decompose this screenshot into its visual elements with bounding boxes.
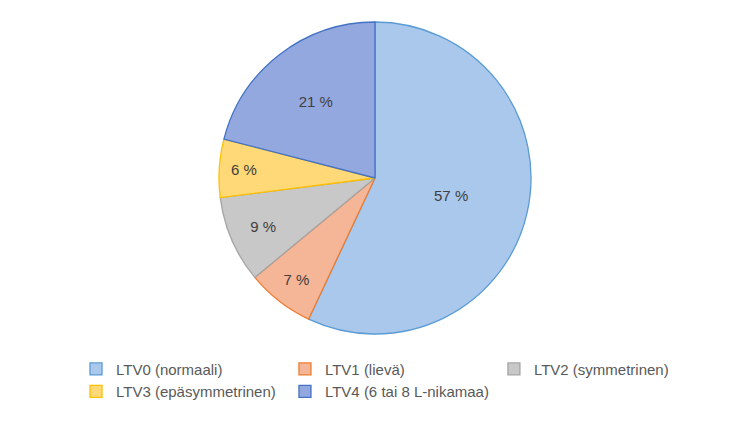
svg-text:7 %: 7 % — [284, 271, 310, 288]
svg-text:LTV1 (lievä): LTV1 (lievä) — [325, 361, 405, 378]
svg-text:LTV2 (symmetrinen): LTV2 (symmetrinen) — [534, 361, 669, 378]
svg-text:6 %: 6 % — [231, 161, 257, 178]
svg-text:LTV3 (epäsymmetrinen): LTV3 (epäsymmetrinen) — [116, 383, 276, 400]
svg-text:LTV4 (6 tai 8 L-nikamaa): LTV4 (6 tai 8 L-nikamaa) — [325, 383, 489, 400]
svg-text:21 %: 21 % — [299, 93, 333, 110]
svg-text:9 %: 9 % — [250, 218, 276, 235]
svg-text:LTV0 (normaali): LTV0 (normaali) — [116, 361, 222, 378]
svg-text:57 %: 57 % — [434, 187, 468, 204]
